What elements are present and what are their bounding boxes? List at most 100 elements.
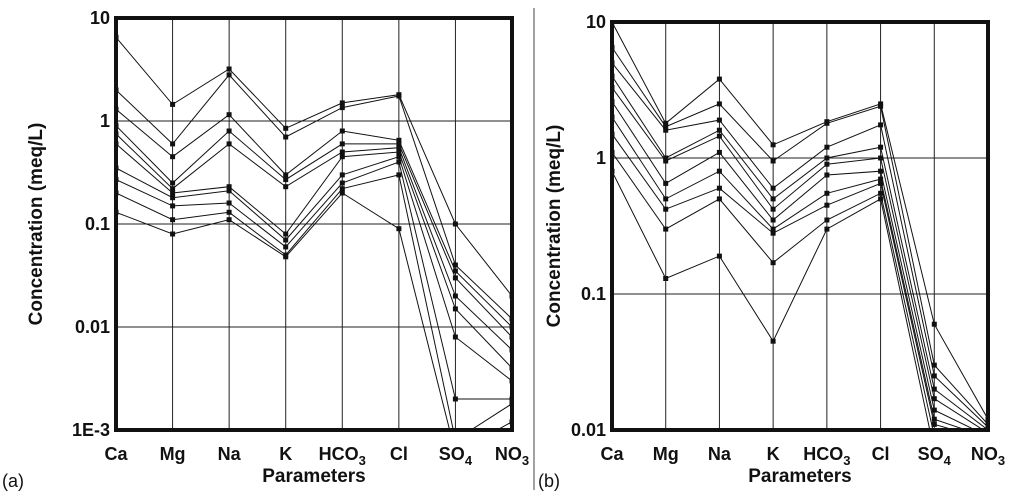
series-line-7 — [116, 156, 512, 382]
y-tick-label: 0.01 — [75, 317, 110, 337]
data-point — [170, 190, 176, 196]
plot-frame — [610, 20, 990, 432]
data-point — [931, 396, 937, 402]
series-line-8 — [612, 133, 956, 430]
x-axis-title: Parameters — [748, 466, 852, 487]
data-point — [226, 112, 232, 118]
y-tick-label: 0.01 — [571, 420, 606, 440]
data-point — [878, 144, 884, 150]
series-line-4 — [116, 125, 512, 338]
series-line-7 — [612, 116, 968, 430]
data-point — [396, 154, 402, 160]
data-point — [396, 159, 402, 165]
data-point — [770, 260, 776, 266]
data-point — [396, 145, 402, 151]
data-point — [226, 200, 232, 206]
panel-label: (a) — [2, 471, 24, 491]
data-point — [931, 421, 937, 427]
x-tick-label: Ca — [104, 444, 128, 464]
data-point — [663, 124, 669, 130]
series-line-10 — [612, 170, 931, 430]
data-point — [770, 142, 776, 148]
series-line-8 — [116, 161, 512, 400]
x-tick-label: Mg — [160, 444, 186, 464]
data-point — [716, 196, 722, 202]
data-point — [878, 155, 884, 161]
series-line-6 — [116, 143, 512, 369]
data-point — [452, 293, 458, 299]
data-point — [396, 172, 402, 178]
data-point — [932, 434, 937, 439]
data-point — [339, 190, 345, 196]
data-point — [226, 141, 232, 147]
data-point — [170, 217, 176, 223]
data-point — [283, 172, 289, 178]
plot-area — [116, 34, 512, 443]
data-point — [824, 202, 830, 208]
chart-panel-b: 10 1 0.1 0.01 Ca Mg Na K HCO3 Cl SO4 NO3 Parameters C… — [538, 12, 1005, 491]
x-tick-label: SO4 — [439, 444, 473, 468]
data-point — [931, 416, 937, 422]
data-point — [824, 155, 830, 161]
x-tick-label: HCO3 — [803, 444, 850, 468]
data-point — [170, 180, 176, 186]
data-point — [716, 127, 722, 133]
series-line-10 — [116, 192, 512, 430]
data-point — [716, 76, 722, 82]
y-axis-title: Concentration (meq/L) — [26, 123, 47, 326]
data-point — [283, 125, 289, 131]
x-tick-label: SO4 — [918, 444, 952, 468]
data-point — [452, 262, 458, 268]
data-point — [770, 185, 776, 191]
y-axis-title: Concentration (meq/L) — [544, 125, 565, 328]
data-point — [878, 168, 884, 174]
data-point — [283, 134, 289, 140]
x-tick-label: Cl — [872, 444, 890, 464]
y-tick-label: 1E-3 — [72, 420, 110, 440]
plot-frame — [114, 16, 514, 432]
panel-label: (b) — [538, 471, 560, 491]
data-point — [452, 306, 458, 312]
data-point — [931, 386, 937, 392]
data-point — [824, 217, 830, 223]
data-point — [931, 373, 937, 379]
y-tick-label: 10 — [90, 8, 110, 28]
series-line-9 — [116, 174, 512, 430]
series-line-4 — [612, 75, 988, 430]
data-point — [931, 362, 937, 368]
data-point — [716, 117, 722, 123]
y-tick-label: 10 — [586, 12, 606, 32]
series-line-1 — [116, 36, 512, 297]
data-point — [770, 158, 776, 164]
data-point — [716, 253, 722, 259]
data-point — [824, 120, 830, 126]
data-point — [339, 128, 345, 134]
data-point — [226, 66, 232, 72]
data-point — [770, 196, 776, 202]
data-point — [716, 133, 722, 139]
data-point — [770, 206, 776, 212]
x-tick-label: Mg — [653, 444, 679, 464]
data-point — [170, 186, 176, 192]
data-point — [339, 149, 345, 155]
data-point — [283, 177, 289, 183]
data-point — [986, 437, 991, 442]
data-point — [824, 190, 830, 196]
data-point — [226, 184, 232, 190]
series-line-2 — [612, 47, 988, 425]
data-point — [770, 217, 776, 223]
data-point — [452, 268, 458, 274]
y-tick-label: 0.1 — [85, 214, 110, 234]
data-point — [878, 176, 884, 182]
data-point — [339, 154, 345, 160]
data-point — [663, 158, 669, 164]
x-tick-label: Cl — [390, 444, 408, 464]
data-point — [283, 244, 289, 250]
data-point — [226, 217, 232, 223]
series-line-9 — [612, 152, 934, 430]
plot-area — [612, 22, 991, 442]
data-point — [339, 105, 345, 111]
data-point — [452, 275, 458, 281]
data-point — [878, 196, 884, 202]
data-point — [453, 438, 458, 443]
